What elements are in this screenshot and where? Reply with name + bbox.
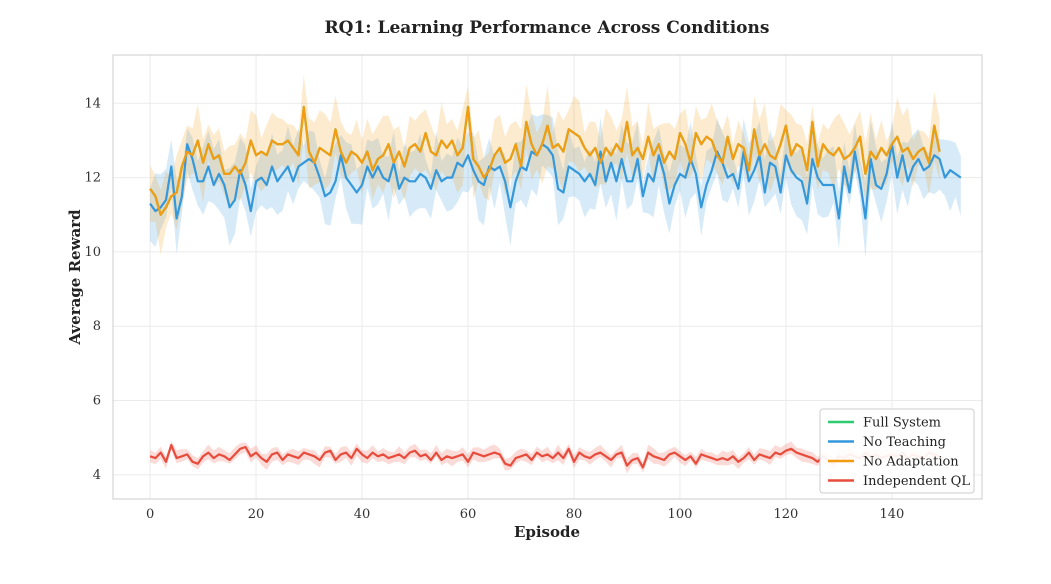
- legend-label: No Adaptation: [863, 455, 959, 470]
- y-tick-label: 14: [84, 96, 101, 111]
- series-line-independent-ql: [149, 444, 940, 469]
- legend: Full System No Teaching No Adaptation Indep…: [819, 408, 975, 494]
- legend-box: [819, 408, 975, 494]
- plot-frame: [112, 54, 983, 500]
- x-tick-label: 100: [668, 507, 693, 522]
- band-no-adaptation: [150, 74, 940, 255]
- x-tick-label: 80: [566, 507, 583, 522]
- x-tick-label: 40: [354, 507, 371, 522]
- y-tick-label: 6: [93, 394, 101, 409]
- x-tick-label: 0: [146, 507, 154, 522]
- grid-lines: [113, 55, 982, 499]
- series-line-no-adaptation: [149, 105, 941, 216]
- legend-label: Independent QL: [863, 474, 970, 489]
- y-axis-title: Average Reward: [66, 209, 84, 346]
- x-tick-label: 140: [880, 507, 905, 522]
- chart-title: RQ1: Learning Performance Across Conditi…: [325, 18, 770, 38]
- band-independent-ql: [150, 441, 940, 474]
- x-tick-label: 20: [248, 507, 265, 522]
- series-lines: [149, 105, 962, 469]
- series-line-no-teaching: [149, 143, 962, 220]
- y-tick-label: 4: [93, 468, 101, 483]
- y-tick-label: 12: [84, 171, 101, 186]
- x-tick-label: 120: [774, 507, 799, 522]
- x-axis-ticks: 0 20 40 60 80 100 120 140: [146, 507, 904, 522]
- legend-label: Full System: [863, 416, 941, 431]
- x-tick-label: 60: [460, 507, 477, 522]
- y-axis-ticks: 4 6 8 10 12 14: [84, 96, 101, 483]
- y-tick-label: 8: [93, 319, 101, 334]
- x-axis-title: Episode: [514, 523, 580, 541]
- y-tick-label: 10: [84, 245, 101, 260]
- legend-label: No Teaching: [863, 435, 946, 450]
